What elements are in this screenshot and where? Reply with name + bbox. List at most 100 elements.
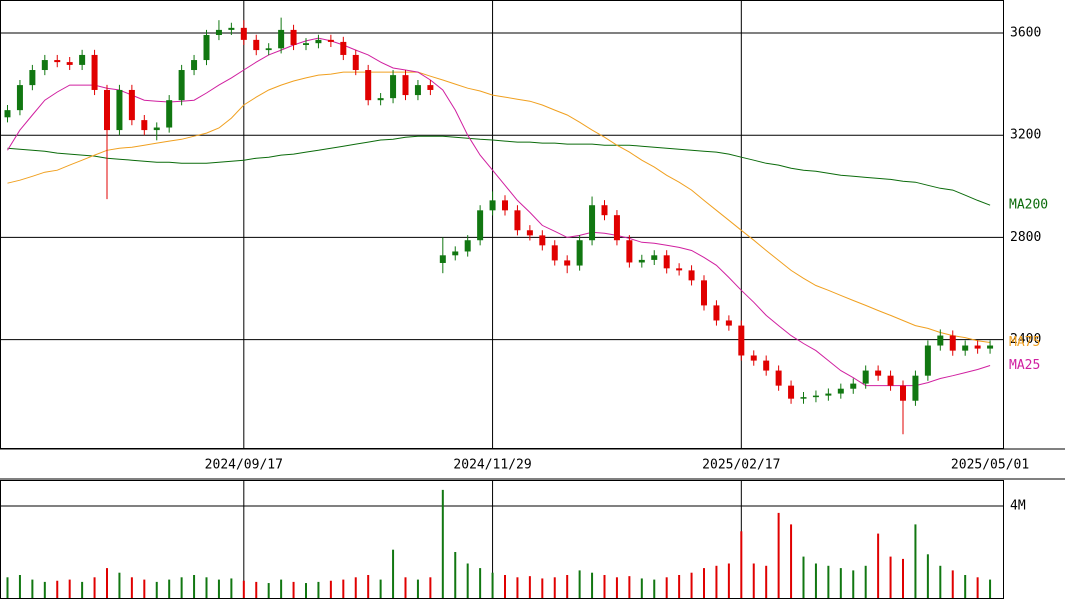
volume-bar: [180, 577, 183, 598]
candle-body: [240, 27, 247, 40]
volume-bar: [889, 556, 892, 598]
candle-body: [66, 62, 73, 65]
candle-body: [377, 98, 384, 101]
candle-body: [688, 270, 695, 281]
candle-body: [812, 395, 819, 398]
candle-body: [178, 70, 185, 101]
candle-body: [265, 48, 272, 51]
candle-body: [825, 393, 832, 396]
volume-bar: [354, 577, 357, 598]
volume-bar: [230, 578, 233, 598]
volume-bar: [242, 580, 245, 598]
volume-bar: [752, 563, 755, 598]
candle-body: [29, 70, 36, 86]
candle-body: [41, 60, 48, 71]
volume-bar: [578, 570, 581, 598]
volume-bar: [416, 579, 419, 598]
volume-bar: [280, 579, 283, 598]
candle-body: [750, 355, 757, 361]
candle-body: [340, 41, 347, 55]
candle-body: [601, 205, 608, 216]
candle-body: [788, 385, 795, 399]
volume-bar: [541, 578, 544, 598]
candle-body: [564, 260, 571, 266]
candle-body: [850, 383, 857, 389]
volume-bar: [902, 558, 904, 598]
moving-average-line: [7, 135, 991, 206]
candle-body: [91, 54, 98, 90]
candle-body: [414, 85, 421, 96]
volume-bar: [342, 579, 345, 598]
volume-bar: [553, 577, 556, 598]
candle-body: [651, 255, 658, 260]
candle-body: [315, 39, 322, 44]
candle-body: [676, 268, 683, 271]
candle-body: [713, 305, 720, 321]
volume-bar: [18, 574, 21, 598]
moving-average-line: [7, 37, 991, 387]
volume-bar: [591, 572, 594, 598]
volume-bar: [255, 581, 258, 598]
y-tick-label: 4M: [1010, 498, 1026, 513]
volume-bar: [329, 580, 332, 598]
candle-body: [589, 205, 596, 241]
candle-body: [974, 345, 981, 349]
volume-bar: [628, 576, 631, 598]
volume-bar: [466, 563, 469, 598]
candle-body: [203, 35, 210, 61]
volume-bar: [429, 577, 432, 598]
volume-bar: [914, 524, 917, 598]
volume-bar: [802, 556, 805, 598]
candle-body: [166, 100, 173, 128]
y-tick-label: 3200: [1010, 128, 1041, 143]
candle-body: [862, 370, 869, 384]
volume-bar: [267, 583, 270, 598]
x-tick-label: 2025/02/17: [702, 458, 780, 473]
y-tick-label: 2400: [1010, 332, 1041, 347]
candle-body: [427, 85, 434, 90]
candle-body: [775, 370, 782, 386]
candle-body: [663, 255, 670, 269]
volume-bar: [877, 533, 880, 598]
candle-body: [949, 335, 956, 351]
volume-bar: [678, 574, 681, 598]
volume-bar: [292, 581, 295, 598]
candle-body: [800, 397, 807, 399]
volume-bar: [143, 579, 146, 598]
candle-body: [626, 240, 633, 263]
volume-bar: [790, 524, 793, 598]
volume-bar: [130, 577, 133, 598]
volume-bar: [765, 565, 768, 598]
candle-body: [16, 85, 23, 111]
volume-bar: [976, 577, 979, 598]
volume-bar: [404, 577, 407, 598]
candle-body: [477, 210, 484, 241]
candle-body: [191, 60, 198, 71]
candle-body: [116, 89, 123, 131]
volume-bar: [168, 579, 171, 598]
series-label: MA200: [1009, 198, 1048, 213]
volume-bar: [939, 565, 942, 598]
series-label: MA75: [1009, 335, 1040, 350]
candle-body: [290, 29, 297, 45]
volume-bar: [93, 577, 96, 598]
candle-body: [725, 320, 732, 326]
candle-body: [502, 200, 508, 211]
candle-body: [912, 375, 919, 401]
volume-bar: [566, 574, 569, 598]
candle-body: [701, 280, 707, 306]
candle-body: [875, 370, 882, 376]
y-tick-label: 3600: [1010, 25, 1041, 40]
volume-bar: [193, 574, 196, 598]
candle-body: [303, 43, 309, 45]
candle-body: [613, 215, 620, 241]
candle-body: [763, 360, 770, 371]
volume-bar: [665, 577, 668, 598]
volume-bar: [305, 583, 307, 598]
volume-bar: [479, 568, 482, 598]
volume-bar: [516, 577, 519, 598]
candle-body: [464, 240, 471, 252]
candle-body: [402, 75, 409, 96]
candle-body: [539, 235, 546, 246]
candle-body: [104, 89, 110, 131]
